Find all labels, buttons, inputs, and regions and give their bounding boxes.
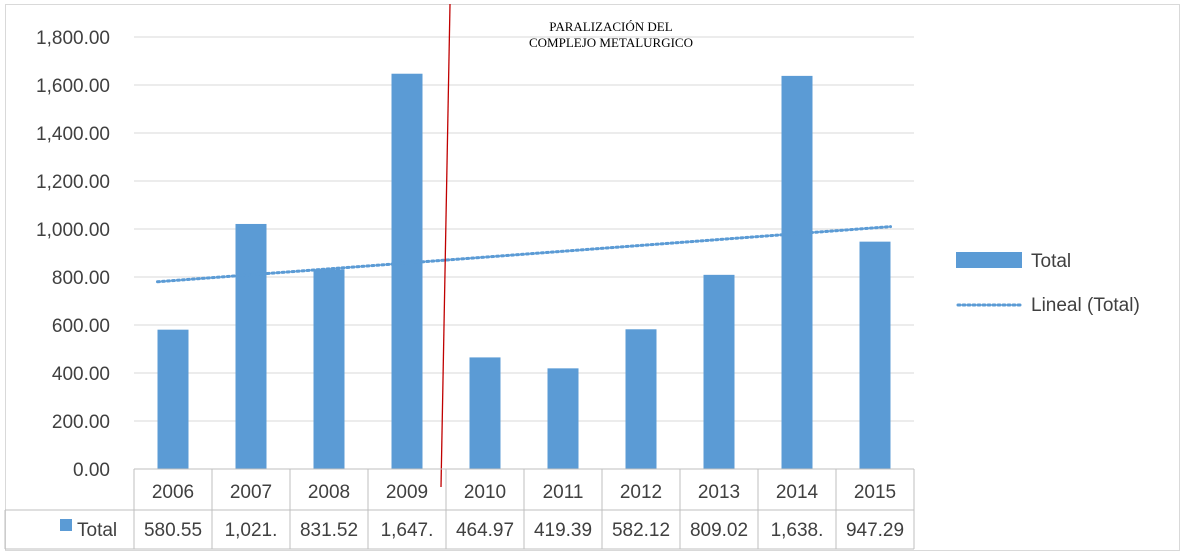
y-axis-tick-labels: 0.00 200.00 400.00 600.00 800.00 1,000.00 1,20…	[36, 28, 110, 481]
bar-2006	[157, 329, 189, 469]
x-tick-label: 2012	[620, 482, 662, 503]
table-series-name: Total	[77, 520, 117, 541]
chart-frame	[5, 4, 1180, 551]
bar-2007	[235, 223, 267, 469]
bar-2010	[469, 357, 501, 469]
y-tick-label: 1,000.00	[36, 220, 110, 241]
annotation-line-2: COMPLEJO METALURGICO	[529, 35, 693, 50]
bar-2014	[781, 75, 813, 469]
bar-2015	[859, 241, 891, 469]
legend: Total Lineal (Total)	[956, 251, 1140, 316]
x-tick-label: 2010	[464, 482, 506, 503]
x-tick-label: 2007	[230, 482, 272, 503]
y-tick-label: 1,200.00	[36, 172, 110, 193]
y-tick-label: 800.00	[52, 268, 110, 289]
trendline-layer	[156, 225, 892, 284]
data-label: 831.52	[300, 520, 358, 541]
bar-2008	[313, 269, 345, 469]
bar-2012	[625, 329, 657, 469]
trendline	[156, 225, 892, 284]
bar-2011	[547, 368, 579, 469]
x-tick-label: 2008	[308, 482, 350, 503]
x-tick-label: 2011	[543, 482, 584, 503]
x-tick-label: 2006	[152, 482, 194, 503]
y-tick-label: 1,600.00	[36, 76, 110, 97]
x-tick-label: 2014	[776, 482, 819, 503]
paralization-marker-line	[440, 3, 451, 488]
data-label: 1,638.	[771, 520, 824, 541]
y-tick-label: 1,800.00	[36, 28, 110, 49]
legend-swatch-total	[956, 252, 1022, 268]
annotation-layer: PARALIZACIÓN DEL COMPLEJO METALURGICO	[440, 3, 693, 488]
x-tick-label: 2015	[854, 482, 896, 503]
legend-label-total: Total	[1031, 251, 1071, 272]
table-series-swatch	[60, 519, 72, 531]
data-label: 464.97	[456, 520, 514, 541]
y-tick-label: 200.00	[52, 412, 110, 433]
y-tick-label: 400.00	[52, 364, 110, 385]
y-tick-label: 600.00	[52, 316, 110, 337]
bars	[157, 73, 891, 469]
data-label: 1,021.	[225, 520, 278, 541]
legend-label-trendline: Lineal (Total)	[1031, 295, 1140, 316]
x-tick-label: 2013	[698, 482, 740, 503]
y-tick-label: 0.00	[73, 460, 110, 481]
data-label: 582.12	[612, 520, 670, 541]
data-label: 419.39	[534, 520, 592, 541]
data-label: 580.55	[144, 520, 202, 541]
data-label: 947.29	[846, 520, 904, 541]
bar-2009	[391, 73, 423, 469]
annotation-line-1: PARALIZACIÓN DEL	[549, 19, 672, 34]
bar-2013	[703, 274, 735, 469]
x-tick-label: 2009	[386, 482, 428, 503]
data-label: 809.02	[690, 520, 748, 541]
data-table: 2006 2007 2008 2009 2010 2011 2012 2013 2014 2015…	[4, 468, 915, 550]
y-tick-label: 1,400.00	[36, 124, 110, 145]
data-label: 1,647.	[381, 520, 434, 541]
